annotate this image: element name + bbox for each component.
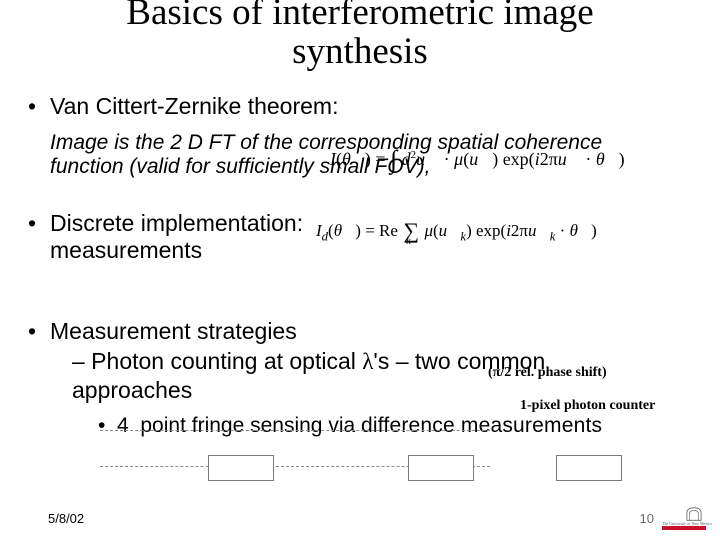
bullet-2-line1: Discrete implementation:: [50, 210, 303, 236]
title-line-1: Basics of interferometric image: [126, 0, 593, 33]
logo-bar: [662, 526, 706, 530]
dashed-connector: [100, 430, 490, 431]
page-title: Basics of interferometric image synthesi…: [0, 0, 720, 72]
bullet-mark: •: [28, 318, 36, 345]
logo-arch-icon: [685, 506, 703, 522]
diagram-box: [556, 455, 622, 481]
bullet-mark: •: [28, 210, 36, 237]
unm-logo: The University of New Mexico: [662, 500, 706, 530]
footer-date: 5/8/02: [48, 511, 84, 526]
bullet-3: Measurement strategies: [50, 318, 297, 345]
diagram-box: [408, 455, 474, 481]
annotation-photon-counter: 1-pixel photon counter: [520, 398, 655, 414]
formula-2-index: k: [406, 236, 410, 247]
bullet-1: Van Cittert-Zernike theorem:: [50, 93, 338, 120]
formula-1: I(θ⃗) = ∫ d2u⃗ · μ(u⃗) exp(i2πu⃗ · θ⃗): [330, 142, 625, 172]
annotation-phase-shift: (π/2 rel. phase shift): [488, 365, 607, 381]
bullet-3-dot: • 4 point fringe sensing via difference …: [98, 414, 678, 438]
bullet-mark: •: [28, 93, 36, 120]
footer-page-number: 10: [640, 511, 654, 526]
formula-2: Id(θ⃗) = Re ∑ k μ(u⃗k) exp(i2πu⃗k · θ⃗): [316, 216, 597, 244]
title-line-2: synthesis: [292, 31, 428, 72]
bullet-2-line2: measurements: [50, 237, 202, 263]
bullet-2: Discrete implementation: measurements: [50, 210, 330, 264]
diagram-box: [208, 455, 274, 481]
